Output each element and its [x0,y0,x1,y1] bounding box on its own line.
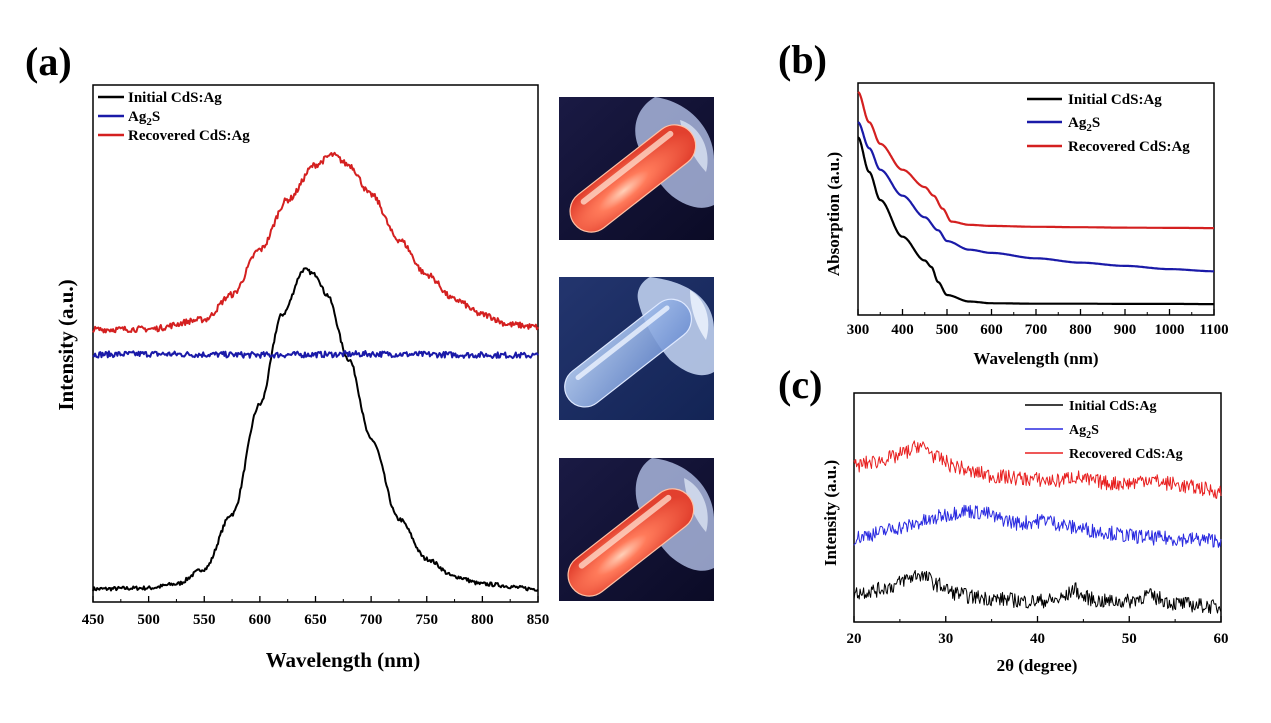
panel-b-x-label: Wavelength (nm) [973,349,1098,368]
x-tick-label: 650 [304,612,327,628]
x-tick-label: 40 [1030,631,1045,647]
series-line-recovered-cds-ag [857,91,1215,230]
x-tick-label: 800 [471,612,494,628]
panel-b-x-ticks: 300 400 500 600 700 800 900 1000 1100 [847,309,1229,338]
x-tick-label: 550 [193,612,216,628]
series-line-recovered-cds-ag [92,151,539,334]
panel-a-series [92,151,539,592]
x-tick-label: 60 [1214,631,1229,647]
series-line-ag2s [853,504,1222,548]
x-tick-label: 600 [249,612,272,628]
legend-label-ag2s: Ag2S [1069,423,1099,441]
x-tick-label: 300 [847,322,870,338]
x-tick-label: 50 [1122,631,1137,647]
x-tick-label: 20 [847,631,862,647]
panel-a-frame [92,84,539,603]
panel-b-frame [857,82,1215,316]
panel-b: (b) 300 400 500 600 700 800 900 1000 1100 Wavele… [778,37,1229,368]
panel-c-x-label: 2θ (degree) [997,656,1078,675]
x-tick-label: 1100 [1199,322,1228,338]
panel-b-legend: Initial CdS:Ag Ag2S Recovered CdS:Ag [1027,92,1190,155]
x-tick-label: 400 [891,322,914,338]
panel-c: (c) 20 30 40 50 60 2θ (degree) Intensity (a.… [778,362,1229,675]
panel-b-y-label: Absorption (a.u.) [824,152,843,276]
panel-a-legend: Initial CdS:Ag Ag2S Recovered CdS:Ag [98,90,250,144]
panel-b-letter: (b) [778,37,827,82]
panel-c-series [853,440,1222,614]
panel-a-letter: (a) [25,39,72,84]
series-line-ag2s [857,121,1215,273]
series-line-initial-cds-ag [857,136,1215,306]
sample-photo-ag2s [559,277,714,420]
panel-c-x-ticks: 20 30 40 50 60 [847,616,1229,647]
x-tick-label: 700 [1025,322,1048,338]
x-tick-label: 30 [938,631,953,647]
panel-a-x-ticks: 450 500 550 600 650 700 750 800 850 [82,596,550,628]
legend-label-recovered: Recovered CdS:Ag [128,128,250,144]
x-tick-label: 900 [1114,322,1137,338]
legend-label-recovered: Recovered CdS:Ag [1068,139,1190,155]
series-line-initial-cds-ag [92,267,539,592]
x-tick-label: 800 [1069,322,1092,338]
x-tick-label: 500 [137,612,160,628]
series-line-ag2s [92,350,539,360]
series-line-initial-cds-ag [853,570,1222,614]
x-tick-label: 500 [936,322,959,338]
panel-a-y-label: Intensity (a.u.) [54,279,78,410]
legend-label-initial: Initial CdS:Ag [1069,399,1157,414]
panel-a: (a) 450 500 550 600 650 700 750 800 850 Waveleng… [25,39,549,672]
panel-c-letter: (c) [778,362,822,407]
panel-c-legend: Initial CdS:Ag Ag2S Recovered CdS:Ag [1025,399,1183,462]
x-tick-label: 600 [980,322,1003,338]
panel-a-x-label: Wavelength (nm) [266,648,421,672]
sample-photo-recovered [559,458,714,601]
x-tick-label: 450 [82,612,105,628]
x-tick-label: 700 [360,612,383,628]
legend-label-initial: Initial CdS:Ag [128,90,222,106]
x-tick-label: 850 [527,612,550,628]
panel-b-series [857,91,1215,306]
panel-c-y-label: Intensity (a.u.) [821,460,840,566]
sample-photo-initial [559,97,714,240]
legend-label-ag2s: Ag2S [1068,115,1100,134]
panel-c-frame [853,392,1222,623]
x-tick-label: 1000 [1155,322,1185,338]
series-line-recovered-cds-ag [853,440,1222,499]
legend-label-initial: Initial CdS:Ag [1068,92,1162,108]
legend-label-ag2s: Ag2S [128,109,160,128]
x-tick-label: 750 [416,612,439,628]
legend-label-recovered: Recovered CdS:Ag [1069,447,1183,462]
